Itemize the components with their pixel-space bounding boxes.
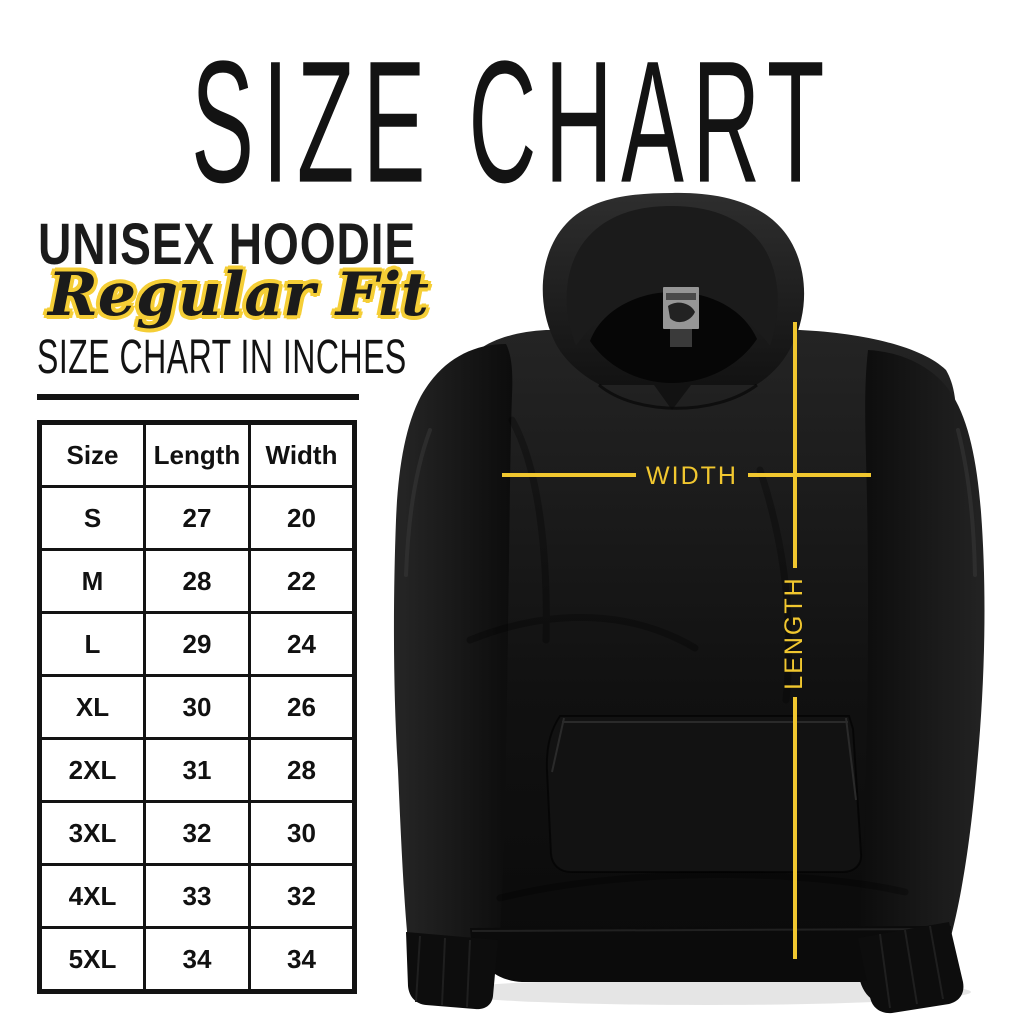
cell-length: 34 bbox=[143, 926, 251, 993]
cell-size: 5XL bbox=[38, 926, 146, 993]
kangaroo-pocket bbox=[545, 715, 863, 873]
size-table: Size Length Width S 27 20 M 28 22 L 29 2… bbox=[37, 420, 357, 994]
cell-length: 27 bbox=[143, 485, 251, 551]
cell-width: 20 bbox=[248, 485, 356, 551]
cell-length: 32 bbox=[143, 800, 251, 866]
cell-length: 29 bbox=[143, 611, 251, 677]
page-title: SIZE CHART bbox=[191, 25, 833, 219]
neckline-seam bbox=[598, 383, 758, 410]
cell-size: L bbox=[38, 611, 146, 677]
size-table-header: Size Length Width bbox=[38, 421, 356, 488]
cell-length: 28 bbox=[143, 548, 251, 614]
cell-length: 30 bbox=[143, 674, 251, 740]
neck-notch bbox=[654, 385, 691, 410]
pocket-side-seams bbox=[551, 717, 857, 801]
table-row: S 27 20 bbox=[38, 485, 356, 551]
col-header-length: Length bbox=[143, 421, 251, 488]
table-row: XL 30 26 bbox=[38, 674, 356, 740]
hoodie-photo bbox=[393, 192, 985, 1014]
cell-size: 4XL bbox=[38, 863, 146, 929]
table-row: 5XL 34 34 bbox=[38, 926, 356, 993]
table-row: 3XL 32 30 bbox=[38, 800, 356, 866]
table-row: 4XL 33 32 bbox=[38, 863, 356, 929]
cell-width: 28 bbox=[248, 737, 356, 803]
fabric-highlights bbox=[404, 428, 977, 577]
measurement-overlay: WIDTH LENGTH bbox=[502, 322, 871, 959]
table-heading: SIZE CHART IN INCHES bbox=[37, 329, 407, 384]
cell-width: 24 bbox=[248, 611, 356, 677]
neck-tag bbox=[663, 287, 699, 347]
cell-size: M bbox=[38, 548, 146, 614]
table-row: 2XL 31 28 bbox=[38, 737, 356, 803]
hem-seam bbox=[471, 928, 950, 932]
cell-size: 3XL bbox=[38, 800, 146, 866]
col-header-width: Width bbox=[248, 421, 356, 488]
product-fit-label: Regular Fit bbox=[48, 260, 429, 330]
cuff-ribs bbox=[415, 925, 944, 1009]
hood-rim bbox=[566, 206, 778, 346]
hoodie-hem bbox=[470, 926, 951, 981]
cell-size: XL bbox=[38, 674, 146, 740]
left-cuff bbox=[406, 932, 498, 1010]
cell-size: S bbox=[38, 485, 146, 551]
hoodie-left-sleeve bbox=[393, 344, 513, 1001]
table-row: M 28 22 bbox=[38, 548, 356, 614]
cell-length: 33 bbox=[143, 863, 251, 929]
cell-size: 2XL bbox=[38, 737, 146, 803]
width-label: WIDTH bbox=[646, 462, 738, 490]
fabric-folds bbox=[466, 416, 909, 902]
table-row: L 29 24 bbox=[38, 611, 356, 677]
cell-length: 31 bbox=[143, 737, 251, 803]
table-heading-underline: SIZE CHART IN INCHES bbox=[37, 330, 406, 400]
header-row: Size Length Width bbox=[38, 421, 356, 488]
col-header-size: Size bbox=[38, 421, 146, 488]
ground-shadow bbox=[441, 979, 971, 1005]
cell-width: 26 bbox=[248, 674, 356, 740]
hoodie-right-sleeve bbox=[857, 350, 985, 1005]
size-table-body: S 27 20 M 28 22 L 29 24 XL 30 26 2XL 31 … bbox=[38, 485, 356, 993]
length-label: LENGTH bbox=[780, 576, 808, 689]
cell-width: 30 bbox=[248, 800, 356, 866]
cell-width: 34 bbox=[248, 926, 356, 993]
cell-width: 22 bbox=[248, 548, 356, 614]
cell-width: 32 bbox=[248, 863, 356, 929]
